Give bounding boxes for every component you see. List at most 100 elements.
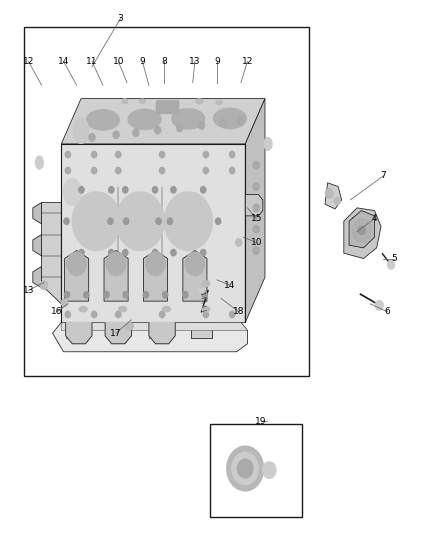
Circle shape — [253, 161, 259, 169]
Ellipse shape — [236, 239, 242, 246]
Circle shape — [113, 131, 119, 139]
Polygon shape — [245, 99, 265, 322]
Text: 8: 8 — [161, 57, 167, 66]
Text: 3: 3 — [117, 14, 124, 23]
Circle shape — [123, 187, 128, 193]
Circle shape — [84, 292, 89, 298]
Ellipse shape — [172, 109, 205, 129]
Circle shape — [108, 218, 113, 224]
Circle shape — [230, 311, 235, 318]
Ellipse shape — [64, 179, 81, 205]
Circle shape — [156, 218, 161, 224]
Circle shape — [215, 218, 221, 224]
Text: 7: 7 — [380, 172, 386, 180]
Circle shape — [162, 292, 168, 298]
Text: 5: 5 — [391, 254, 397, 263]
Ellipse shape — [79, 306, 87, 312]
Circle shape — [116, 311, 121, 318]
Polygon shape — [107, 322, 129, 338]
Circle shape — [253, 225, 259, 233]
Ellipse shape — [213, 108, 246, 128]
Ellipse shape — [125, 323, 134, 329]
Circle shape — [124, 218, 129, 224]
Text: 11: 11 — [86, 57, 98, 66]
Circle shape — [65, 151, 71, 158]
Circle shape — [106, 252, 126, 276]
Polygon shape — [325, 183, 342, 209]
Circle shape — [238, 117, 244, 125]
Circle shape — [146, 252, 165, 276]
Ellipse shape — [198, 288, 205, 293]
Ellipse shape — [35, 156, 43, 169]
Circle shape — [220, 119, 226, 127]
Polygon shape — [245, 195, 263, 216]
Circle shape — [64, 292, 70, 298]
Circle shape — [92, 151, 97, 158]
Ellipse shape — [86, 110, 119, 130]
Polygon shape — [149, 322, 175, 344]
Circle shape — [116, 151, 121, 158]
Polygon shape — [149, 322, 171, 338]
Circle shape — [92, 167, 97, 174]
Text: 6: 6 — [385, 308, 391, 316]
Text: 16: 16 — [51, 308, 63, 316]
Circle shape — [167, 218, 173, 224]
Circle shape — [201, 187, 206, 193]
Polygon shape — [42, 203, 61, 304]
Circle shape — [230, 167, 235, 174]
Circle shape — [253, 183, 259, 190]
Circle shape — [123, 249, 128, 256]
Polygon shape — [33, 203, 42, 224]
Circle shape — [203, 167, 208, 174]
Circle shape — [185, 252, 205, 276]
Circle shape — [230, 151, 235, 158]
Polygon shape — [344, 208, 381, 259]
Ellipse shape — [73, 118, 88, 143]
Circle shape — [253, 247, 259, 254]
Circle shape — [65, 311, 71, 318]
Text: 17: 17 — [110, 329, 122, 337]
Circle shape — [171, 187, 176, 193]
Circle shape — [201, 249, 206, 256]
Polygon shape — [33, 266, 42, 288]
Circle shape — [352, 219, 371, 242]
Circle shape — [104, 292, 109, 298]
Circle shape — [237, 459, 253, 478]
Circle shape — [67, 252, 86, 276]
Text: 13: 13 — [189, 57, 201, 66]
Polygon shape — [66, 322, 92, 344]
Circle shape — [164, 192, 212, 251]
Circle shape — [177, 124, 183, 132]
Circle shape — [64, 218, 69, 224]
Circle shape — [203, 151, 208, 158]
Circle shape — [388, 261, 395, 269]
Circle shape — [79, 249, 84, 256]
Circle shape — [116, 167, 121, 174]
Circle shape — [159, 151, 165, 158]
Circle shape — [79, 187, 84, 193]
Circle shape — [171, 249, 176, 256]
Circle shape — [152, 187, 158, 193]
Text: 9: 9 — [139, 57, 145, 66]
Bar — [24, 27, 309, 376]
Polygon shape — [143, 251, 167, 301]
Polygon shape — [183, 251, 207, 301]
Polygon shape — [64, 251, 88, 301]
Text: 13: 13 — [23, 286, 34, 295]
Text: 18: 18 — [233, 308, 244, 316]
Ellipse shape — [162, 306, 170, 312]
Circle shape — [375, 301, 383, 310]
Polygon shape — [191, 322, 212, 338]
Text: 12: 12 — [242, 57, 253, 66]
Polygon shape — [61, 322, 247, 330]
Polygon shape — [61, 99, 265, 144]
Circle shape — [92, 311, 97, 318]
Circle shape — [203, 311, 208, 318]
FancyBboxPatch shape — [156, 101, 179, 114]
Circle shape — [40, 281, 47, 289]
Text: 10: 10 — [251, 238, 262, 247]
Text: 14: 14 — [58, 57, 69, 66]
Circle shape — [152, 249, 158, 256]
Ellipse shape — [202, 306, 210, 312]
Circle shape — [123, 292, 128, 298]
